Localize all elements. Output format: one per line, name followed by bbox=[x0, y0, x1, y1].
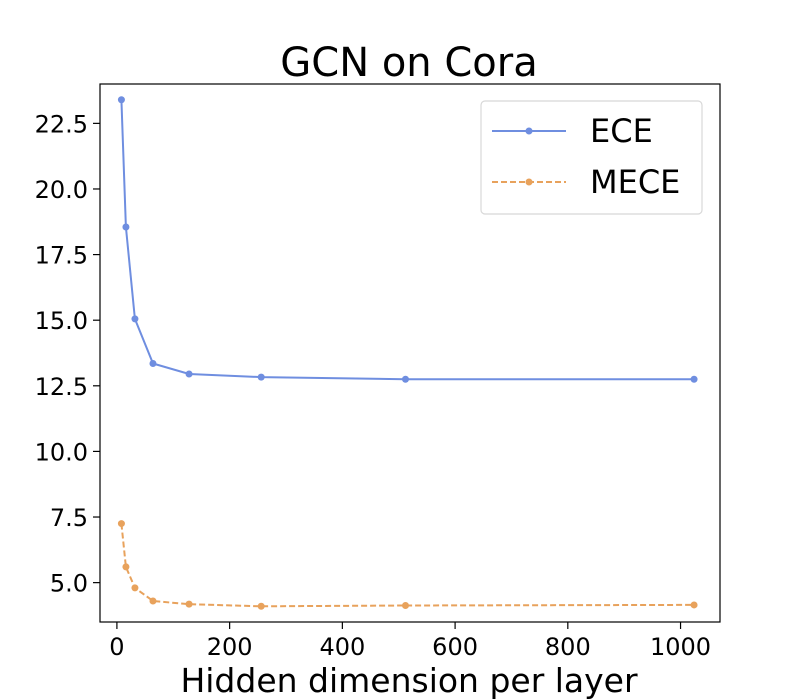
data-point-ece bbox=[690, 375, 698, 383]
legend-box bbox=[480, 100, 703, 215]
data-point-ece bbox=[131, 315, 139, 323]
series-line-ece bbox=[120, 99, 695, 381]
series-line-mece bbox=[120, 523, 695, 608]
y-tick-label: 5.0 bbox=[50, 570, 88, 598]
data-point-mece bbox=[257, 602, 265, 610]
x-tick-label: 200 bbox=[207, 633, 253, 661]
x-tick-label: 600 bbox=[432, 633, 478, 661]
legend-marker-ece bbox=[525, 127, 533, 135]
x-tick-label: 0 bbox=[109, 633, 124, 661]
y-tick-label: 20.0 bbox=[35, 176, 88, 204]
data-point-ece bbox=[149, 359, 157, 367]
y-tick-label: 7.5 bbox=[50, 504, 88, 532]
data-point-mece bbox=[122, 563, 130, 571]
x-tick-label: 800 bbox=[545, 633, 591, 661]
plot-frame bbox=[99, 83, 721, 623]
legend-label-mece: MECE bbox=[590, 163, 680, 201]
x-tick-label: 1000 bbox=[650, 633, 711, 661]
legend: ECE MECE bbox=[480, 100, 703, 215]
x-axis-label: Hidden dimension per layer bbox=[180, 661, 638, 700]
data-point-ece bbox=[401, 375, 409, 383]
legend-label-ece: ECE bbox=[590, 112, 653, 150]
data-point-mece bbox=[131, 584, 139, 592]
y-tick-label: 12.5 bbox=[35, 373, 88, 401]
data-point-ece bbox=[122, 223, 130, 231]
data-point-mece bbox=[401, 601, 409, 609]
data-point-mece bbox=[185, 600, 193, 608]
x-tick-label: 400 bbox=[319, 633, 365, 661]
data-point-ece bbox=[117, 96, 125, 104]
y-tick-label: 22.5 bbox=[35, 110, 88, 138]
x-axis: 0 200 400 600 800 1000 bbox=[109, 622, 711, 661]
chart-title: GCN on Cora bbox=[280, 40, 537, 86]
y-tick-label: 17.5 bbox=[35, 242, 88, 270]
data-point-mece bbox=[117, 520, 125, 528]
data-point-ece bbox=[185, 370, 193, 378]
data-point-mece bbox=[149, 597, 157, 605]
y-tick-label: 10.0 bbox=[35, 438, 88, 466]
y-axis: 5.0 7.5 10.0 12.5 15.0 17.5 20.0 22.5 bbox=[35, 110, 100, 598]
legend-marker-mece bbox=[525, 178, 533, 186]
y-tick-label: 15.0 bbox=[35, 307, 88, 335]
data-point-ece bbox=[257, 373, 265, 381]
plot-area bbox=[117, 96, 698, 610]
data-point-mece bbox=[690, 601, 698, 609]
